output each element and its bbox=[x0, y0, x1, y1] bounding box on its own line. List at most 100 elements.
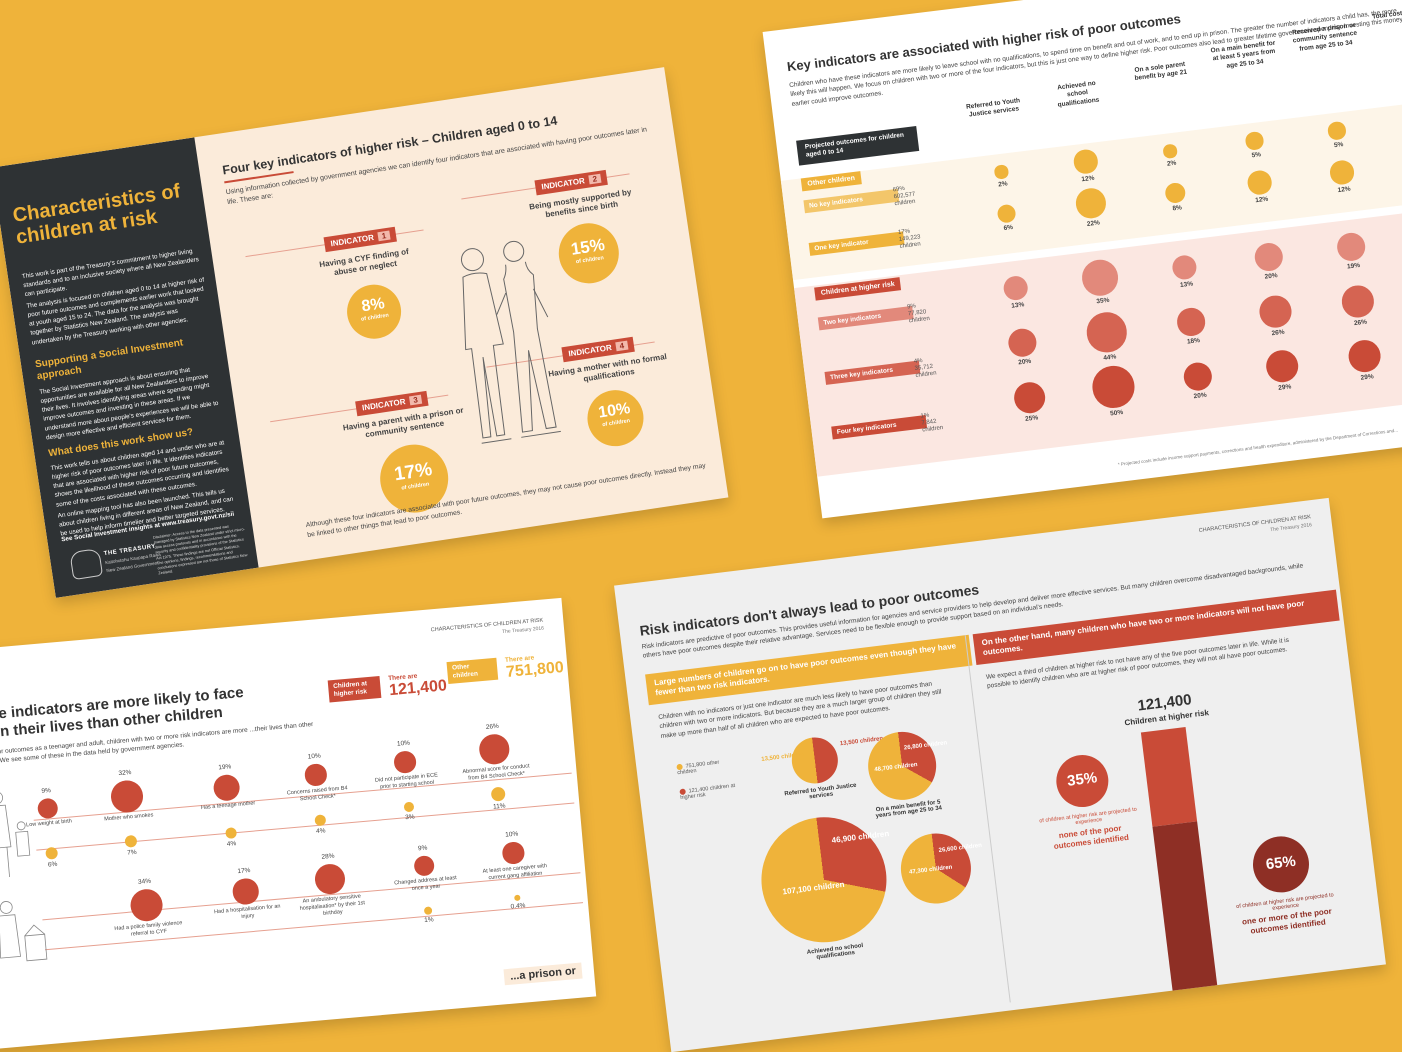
risk-pct-7: 17% bbox=[237, 867, 251, 876]
bubble-label-r4-c0: 25% bbox=[1024, 413, 1039, 423]
other-dot-2 bbox=[224, 826, 237, 839]
pct-none-value: 35% bbox=[1066, 769, 1099, 790]
bubble-label-r3-c1: 44% bbox=[1102, 352, 1117, 362]
bubble-r1-c3 bbox=[1246, 169, 1273, 196]
item-label-4: Did not participate in ECE prior to star… bbox=[374, 771, 439, 790]
bubble-r3-c2 bbox=[1175, 306, 1207, 338]
risk-dot-2 bbox=[212, 773, 241, 803]
risk-pct-8: 28% bbox=[321, 852, 335, 861]
other-dot-9 bbox=[423, 906, 433, 916]
bubble-r2-c0 bbox=[1002, 274, 1030, 302]
bubble-r0-c4 bbox=[1327, 121, 1347, 141]
panel1-title: Characteristics of children at risk bbox=[11, 180, 182, 249]
risk-pct-1: 32% bbox=[118, 769, 132, 778]
panel-four-key-indicators: Characteristics of children at risk This… bbox=[0, 67, 729, 598]
disclaimer: Disclaimer: Access to the data presented… bbox=[152, 524, 248, 576]
other-dot-1 bbox=[123, 834, 138, 849]
bubble-label-r0-c3: 5% bbox=[1251, 150, 1262, 159]
bubble-label-r0-c2: 2% bbox=[1166, 159, 1177, 168]
other-dot-0 bbox=[44, 846, 59, 860]
other-dot-5 bbox=[490, 786, 507, 803]
bubble-label-r1-c1: 22% bbox=[1086, 219, 1101, 228]
bubble-label-r3-c3: 26% bbox=[1271, 328, 1285, 337]
panel1-footnote: Although these four indicators are assoc… bbox=[305, 462, 707, 540]
bubble-label-r4-c2: 20% bbox=[1193, 391, 1208, 401]
risk-dot-8 bbox=[313, 862, 347, 896]
bubble-label-r3-c2: 18% bbox=[1186, 336, 1201, 346]
bar-segment-some bbox=[1152, 821, 1219, 1001]
pie-youth-justice-title: Referred to Youth Justice services bbox=[784, 782, 857, 801]
bubble-r4-c2 bbox=[1182, 360, 1214, 393]
bubble-r0-c3 bbox=[1244, 131, 1265, 151]
bubble-label-r4-c3: 29% bbox=[1277, 383, 1292, 393]
pct-none-circle: 35% bbox=[1053, 752, 1112, 810]
bar-segment-none bbox=[1140, 727, 1198, 827]
bubble-r4-c3 bbox=[1263, 347, 1301, 385]
bubble-r3-c4 bbox=[1340, 283, 1376, 320]
bubble-r0-c2 bbox=[1162, 143, 1178, 159]
other-pct-10: 0.4% bbox=[510, 902, 526, 911]
other-pct-1: 7% bbox=[126, 849, 137, 858]
risk-pct-5: 26% bbox=[485, 723, 500, 732]
bubble-r1-c0 bbox=[996, 203, 1017, 224]
other-pct-2: 4% bbox=[226, 839, 237, 848]
other-dot-10 bbox=[513, 894, 522, 902]
risk-pct-3: 10% bbox=[307, 752, 322, 761]
panel-key-indicators-outcomes: Key indicators are associated with highe… bbox=[762, 0, 1402, 519]
other-pct-5: 11% bbox=[492, 803, 506, 812]
risk-dot-0 bbox=[36, 797, 59, 820]
bubble-r4-c1 bbox=[1090, 363, 1137, 410]
panel-risk-not-always-poor: CHARACTERISTICS OF CHILDREN AT RISK The … bbox=[614, 497, 1386, 1052]
other-dot-3 bbox=[313, 813, 326, 826]
indicator-2-circle: 15% of children bbox=[554, 219, 623, 288]
risk-dot-1 bbox=[109, 779, 145, 814]
risk-pct-9: 9% bbox=[417, 844, 428, 852]
bubble-r4-c0 bbox=[1011, 380, 1047, 415]
bubble-label-r2-c3: 20% bbox=[1264, 272, 1279, 281]
bubble-label-r3-c0: 20% bbox=[1017, 357, 1032, 367]
children-illustration-icon bbox=[460, 240, 561, 444]
bubble-r1-c4 bbox=[1329, 159, 1356, 186]
risk-dot-5 bbox=[478, 733, 511, 766]
item-label-9: Changed address at least once a year bbox=[394, 875, 458, 893]
panel1-sidebar: Characteristics of children at risk This… bbox=[0, 137, 259, 598]
risk-pct-6: 34% bbox=[137, 877, 152, 886]
pie-main-benefit-title: On a main benefit for 5 years from age 2… bbox=[875, 799, 943, 820]
bubble-label-r0-c0: 2% bbox=[997, 179, 1008, 188]
risk-pct-2: 19% bbox=[218, 763, 232, 772]
other-dot-4 bbox=[403, 801, 415, 813]
indicator-4-circle: 10% of children bbox=[583, 386, 648, 451]
bubble-r2-c4 bbox=[1335, 231, 1367, 263]
bubble-label-r3-c4: 26% bbox=[1353, 318, 1368, 327]
pie-no-qualifications-title: Achieved no school qualifications bbox=[806, 942, 864, 961]
panel-children-face-challenges: CHARACTERISTICS OF CHILDREN AT RISK The … bbox=[0, 597, 597, 1052]
risk-dot-6 bbox=[128, 887, 165, 923]
bubble-label-r4-c1: 50% bbox=[1109, 408, 1124, 418]
bubble-label-r2-c4: 19% bbox=[1346, 261, 1361, 271]
indicator-1-tag: INDICATOR 1 bbox=[323, 226, 398, 253]
risk-pct-4: 10% bbox=[396, 739, 411, 749]
bubble-label-r1-c0: 6% bbox=[1003, 224, 1014, 233]
other-pct-4: 3% bbox=[404, 813, 415, 822]
risk-dot-10 bbox=[501, 841, 525, 865]
bubble-label-r2-c2: 13% bbox=[1179, 280, 1194, 290]
bubble-r2-c3 bbox=[1252, 241, 1285, 273]
bubble-r1-c2 bbox=[1164, 181, 1187, 205]
bubble-label-r4-c4: 29% bbox=[1360, 373, 1375, 383]
risk-pct-10: 10% bbox=[505, 830, 519, 839]
bubble-label-r0-c4: 5% bbox=[1333, 140, 1344, 149]
item-label-3: Concerns raised from B4 School Check* bbox=[286, 784, 348, 802]
other-pct-3: 4% bbox=[315, 826, 326, 835]
risk-dot-3 bbox=[304, 763, 328, 787]
bubble-r2-c1 bbox=[1080, 257, 1120, 298]
bubble-label-r2-c0: 13% bbox=[1010, 301, 1025, 310]
bubble-r3-c0 bbox=[1006, 326, 1039, 359]
risk-dot-9 bbox=[413, 854, 436, 877]
bubble-r3-c1 bbox=[1084, 310, 1129, 355]
other-pct-9: 1% bbox=[423, 916, 434, 925]
bubble-r4-c4 bbox=[1346, 337, 1383, 375]
bubble-r2-c2 bbox=[1171, 254, 1198, 281]
item-label-7: Had a hospitalisation for an injury bbox=[213, 903, 281, 920]
bubble-r0-c1 bbox=[1072, 148, 1099, 175]
